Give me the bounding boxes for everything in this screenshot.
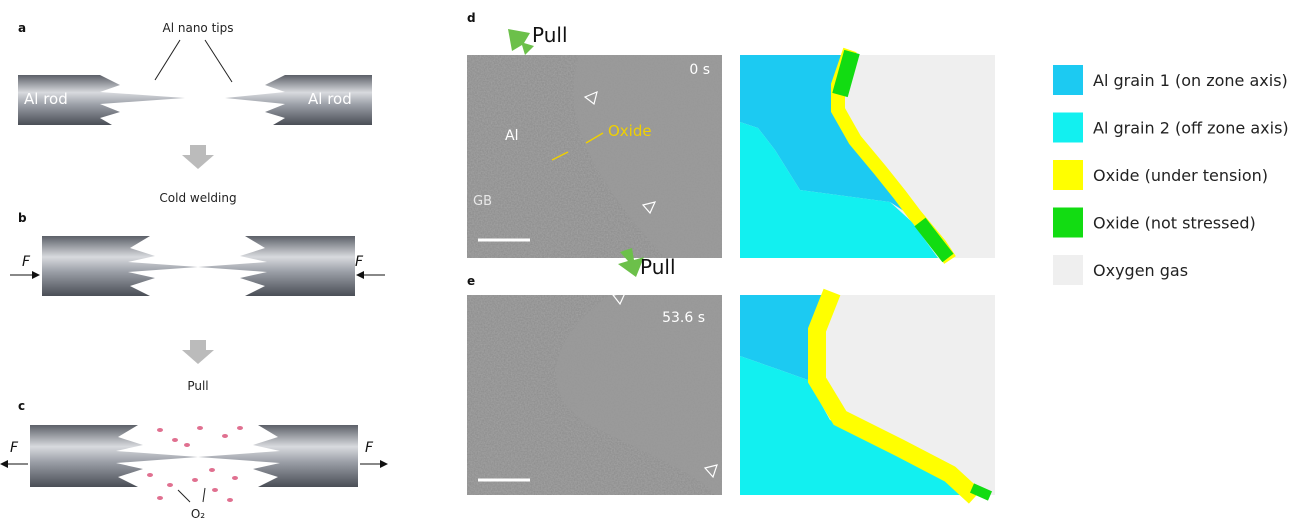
legend-swatch [1053, 65, 1083, 95]
legend-swatch [1053, 255, 1083, 285]
legend-label: Oxide (not stressed) [1093, 214, 1256, 233]
force-label: F [22, 254, 31, 270]
step-label: Cold welding [159, 191, 236, 205]
rod [42, 236, 198, 296]
panel-label: b [18, 211, 27, 225]
pull-arrow [508, 29, 534, 55]
callout-line [155, 40, 180, 80]
panel-label: d [467, 11, 476, 25]
rod [198, 425, 358, 487]
time-label: 53.6 s [662, 310, 705, 326]
step-arrow [182, 145, 214, 169]
legend-label: Al grain 2 (off zone axis) [1093, 119, 1289, 138]
panel-label: a [18, 21, 26, 35]
figure: a Al nano tips Al rod Al rod Cold weldin… [0, 0, 1297, 525]
rod [198, 236, 355, 296]
panel-label: c [18, 399, 25, 413]
legend-label: Oxygen gas [1093, 261, 1188, 280]
metal-label: Al [505, 128, 518, 144]
callout-line [205, 40, 232, 82]
callout-line [178, 490, 190, 502]
callout: Al nano tips [163, 21, 234, 35]
action-label: Pull [532, 23, 568, 47]
step-arrow [182, 340, 214, 364]
callout-line [203, 488, 205, 502]
time-label: 0 s [689, 62, 710, 78]
legend-swatch [1053, 208, 1083, 238]
gas-label: O₂ [191, 507, 205, 521]
legend-label: Oxide (under tension) [1093, 166, 1268, 185]
panel-label: e [467, 274, 475, 288]
force-label: F [10, 440, 19, 456]
boundary-label: GB [473, 194, 492, 209]
rod-label: Al rod [308, 90, 352, 108]
gas-molecules [147, 426, 243, 502]
step-label: Pull [187, 379, 208, 393]
legend-label: Al grain 1 (on zone axis) [1093, 71, 1288, 90]
rod-label: Al rod [24, 90, 68, 108]
force-label: F [355, 254, 364, 270]
rod [30, 425, 198, 487]
legend: Al grain 1 (on zone axis) Al grain 2 (off… [1053, 65, 1289, 285]
legend-swatch [1053, 160, 1083, 190]
action-label: Pull [640, 255, 676, 279]
force-label: F [365, 440, 374, 456]
oxide-label: Oxide [608, 122, 652, 140]
legend-swatch [1053, 113, 1083, 143]
